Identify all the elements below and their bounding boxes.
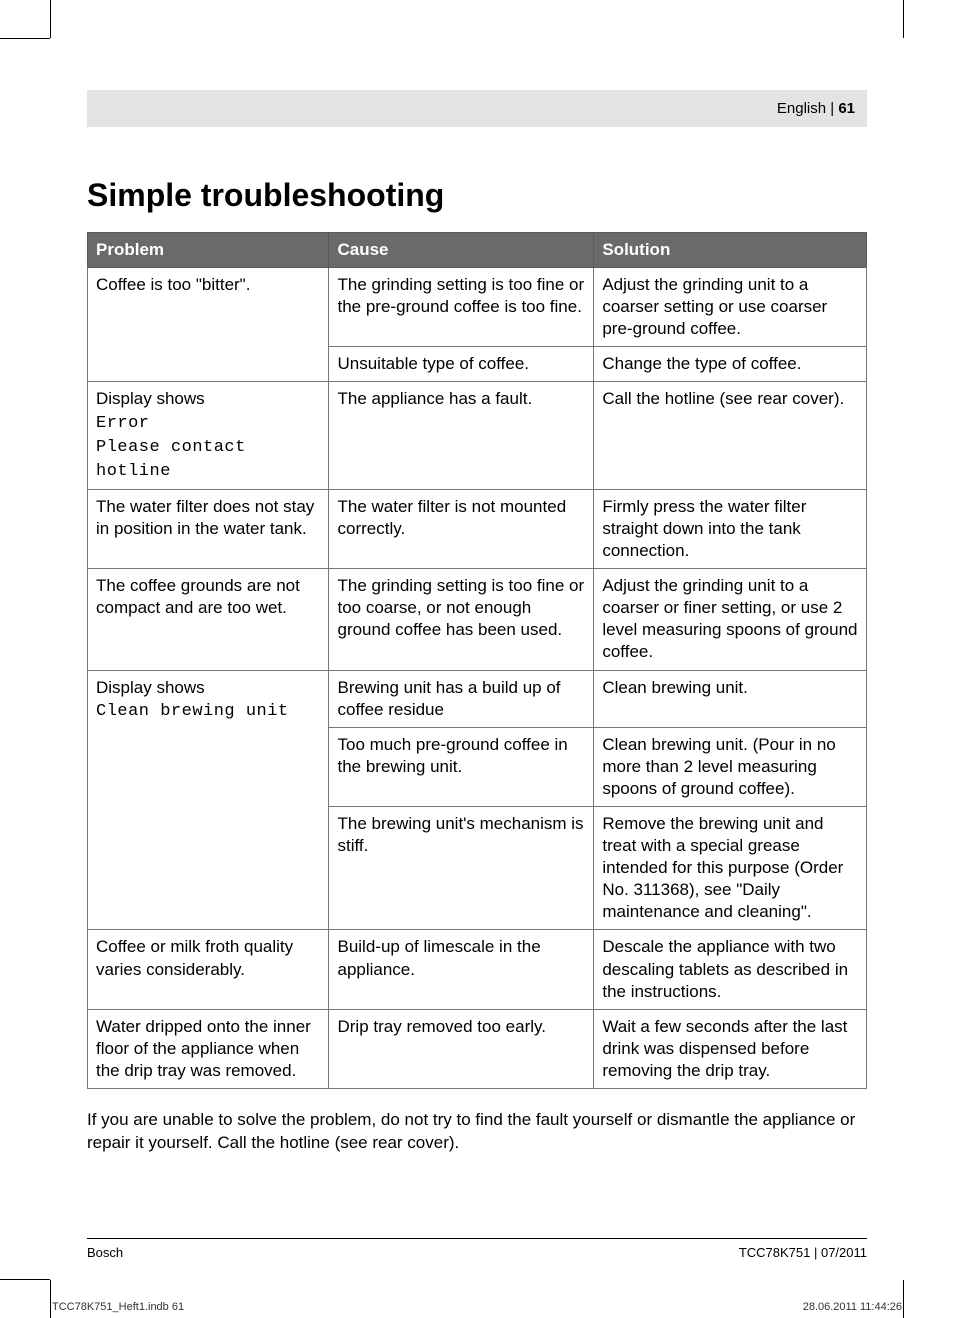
meta-footer: TCC78K751_Heft1.indb 61 28.06.2011 11:44…: [52, 1301, 902, 1313]
cell-solution: Adjust the grinding unit to a coarser or…: [594, 569, 867, 670]
cell-cause: Brewing unit has a build up of coffee re…: [329, 670, 594, 727]
cell-cause: The brewing unit's mechanism is stiff.: [329, 806, 594, 929]
cell-solution: Clean brewing unit.: [594, 670, 867, 727]
cell-solution: Change the type of coffee.: [594, 347, 867, 382]
cell-problem: The coffee grounds are not compact and a…: [88, 569, 329, 670]
troubleshooting-table: Problem Cause Solution Coffee is too "bi…: [87, 232, 867, 1089]
table-row: The coffee grounds are not compact and a…: [88, 569, 867, 670]
crop-mark: [0, 1279, 50, 1280]
table-row: Display shows Clean brewing unit Brewing…: [88, 670, 867, 727]
footer-brand: Bosch: [87, 1245, 123, 1260]
cell-problem: Coffee or milk froth quality varies cons…: [88, 930, 329, 1009]
column-header-solution: Solution: [594, 233, 867, 268]
cell-cause: The grinding setting is too fine or the …: [329, 268, 594, 347]
cell-problem: Coffee is too "bitter".: [88, 268, 329, 382]
header-page-number: 61: [838, 100, 855, 117]
cell-solution: Wait a few seconds after the last drink …: [594, 1009, 867, 1088]
cell-problem: Display shows Error Please contact hotli…: [88, 382, 329, 489]
table-row: Display shows Error Please contact hotli…: [88, 382, 867, 489]
cell-problem: Water dripped onto the inner floor of th…: [88, 1009, 329, 1088]
header-separator: |: [826, 100, 838, 117]
crop-mark: [903, 1280, 904, 1318]
crop-mark: [903, 0, 904, 38]
cell-solution: Remove the brewing unit and treat with a…: [594, 806, 867, 929]
bottom-note: If you are unable to solve the problem, …: [87, 1109, 867, 1155]
cell-problem: Display shows Clean brewing unit: [88, 670, 329, 930]
cell-cause: Build-up of limescale in the appliance.: [329, 930, 594, 1009]
table-row: Water dripped onto the inner floor of th…: [88, 1009, 867, 1088]
lcd-display-text: Error: [96, 414, 150, 433]
column-header-cause: Cause: [329, 233, 594, 268]
cell-problem: The water filter does not stay in positi…: [88, 489, 329, 568]
cell-solution: Adjust the grinding unit to a coarser se…: [594, 268, 867, 347]
table-row: The water filter does not stay in positi…: [88, 489, 867, 568]
page-footer: Bosch TCC78K751 | 07/2011: [87, 1238, 867, 1260]
page-content: English | 61 Simple troubleshooting Prob…: [52, 40, 902, 1278]
meta-datetime: 28.06.2011 11:44:26: [803, 1301, 902, 1313]
cell-cause: The water filter is not mounted correctl…: [329, 489, 594, 568]
lcd-display-text: Clean brewing unit: [96, 702, 289, 721]
table-row: Coffee or milk froth quality varies cons…: [88, 930, 867, 1009]
table-row: Coffee is too "bitter". The grinding set…: [88, 268, 867, 347]
cell-text: Display shows: [96, 389, 205, 408]
footer-doc-id: TCC78K751 | 07/2011: [739, 1245, 867, 1260]
column-header-problem: Problem: [88, 233, 329, 268]
cell-cause: The appliance has a fault.: [329, 382, 594, 489]
crop-mark: [0, 38, 50, 39]
cell-cause: Drip tray removed too early.: [329, 1009, 594, 1088]
cell-cause: The grinding setting is too fine or too …: [329, 569, 594, 670]
cell-solution: Descale the appliance with two descaling…: [594, 930, 867, 1009]
cell-solution: Call the hotline (see rear cover).: [594, 382, 867, 489]
cell-text: Display shows: [96, 678, 205, 697]
cell-cause: Unsuitable type of coffee.: [329, 347, 594, 382]
cell-cause: Too much pre-ground coffee in the brewin…: [329, 727, 594, 806]
header-language: English: [777, 100, 826, 117]
header-bar: English | 61: [87, 90, 867, 127]
lcd-display-text: Please contact hotline: [96, 438, 246, 481]
cell-solution: Clean brewing unit. (Pour in no more tha…: [594, 727, 867, 806]
page-title: Simple troubleshooting: [87, 177, 867, 214]
cell-solution: Firmly press the water filter straight d…: [594, 489, 867, 568]
meta-file: TCC78K751_Heft1.indb 61: [52, 1301, 184, 1313]
